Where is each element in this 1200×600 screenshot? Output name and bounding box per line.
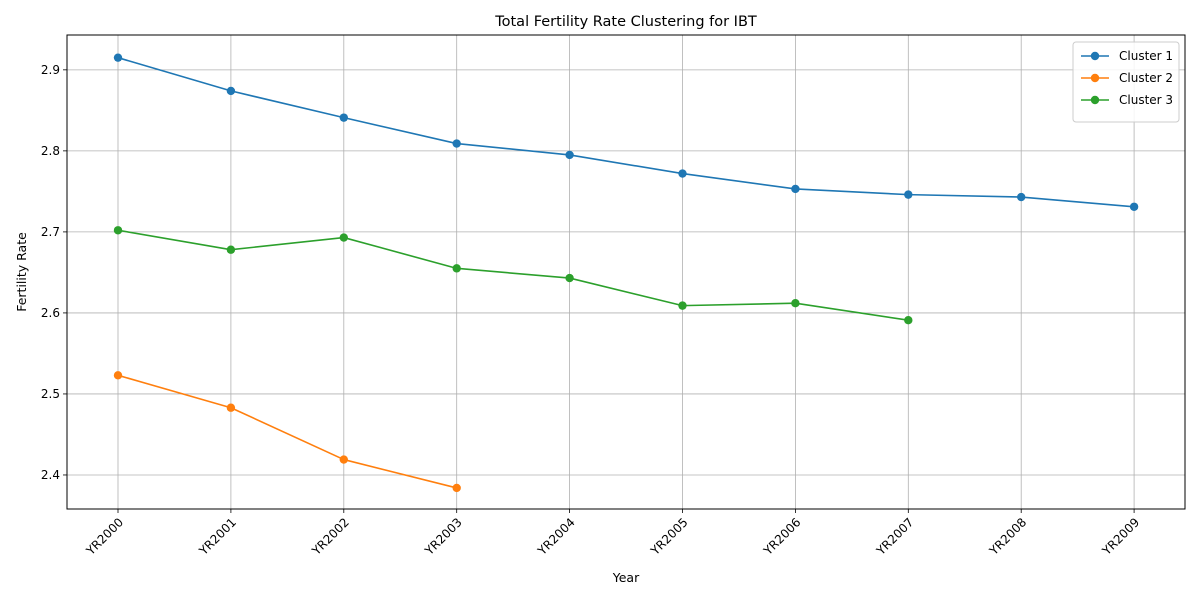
plot-frame xyxy=(66,34,1186,510)
legend-swatch-marker xyxy=(1090,95,1100,105)
x-tick-label: YR2003 xyxy=(422,515,465,558)
x-axis-title: Year xyxy=(612,570,640,585)
x-tick-label: YR2008 xyxy=(986,515,1029,558)
chart-title: Total Fertility Rate Clustering for IBT xyxy=(494,14,757,30)
data-point xyxy=(226,245,236,254)
x-axis: YR2000 YR2001 YR2002 YR2003 YR2004 YR2005 YR20… xyxy=(83,509,1142,559)
x-tick-label: YR2005 xyxy=(647,515,690,558)
series-line xyxy=(117,374,457,489)
legend-item: Cluster 3 xyxy=(1081,93,1173,107)
y-axis-title: Fertility Rate xyxy=(14,232,29,312)
legend-item: Cluster 2 xyxy=(1081,71,1173,85)
legend-label: Cluster 2 xyxy=(1119,71,1173,85)
x-tick-label: YR2006 xyxy=(760,515,803,558)
x-tick-label: YR2007 xyxy=(873,515,916,558)
series-1 xyxy=(113,53,1139,211)
legend-swatch-marker xyxy=(1090,73,1100,83)
y-tick-label: 2.7 xyxy=(41,225,60,239)
data-point xyxy=(791,298,800,308)
series-line xyxy=(117,229,909,322)
y-axis: 2.4 2.5 2.6 2.7 2.8 2.9 xyxy=(41,63,67,482)
x-tick-label: YR2000 xyxy=(83,515,126,558)
data-point xyxy=(678,169,687,178)
y-tick-label: 2.9 xyxy=(41,63,60,77)
data-point xyxy=(904,316,913,325)
x-tick-label: YR2004 xyxy=(534,515,577,558)
x-tick-label: YR2002 xyxy=(309,515,352,558)
data-point xyxy=(226,86,236,96)
y-tick-label: 2.5 xyxy=(41,387,60,401)
data-point xyxy=(565,273,574,283)
data-point xyxy=(1017,192,1026,202)
y-tick-label: 2.6 xyxy=(41,306,60,320)
legend-label: Cluster 1 xyxy=(1119,49,1173,63)
legend: Cluster 1 Cluster 2 Cluster 3 xyxy=(1072,41,1180,123)
grid-lines xyxy=(67,35,1185,509)
legend-swatch-marker xyxy=(1090,51,1100,61)
x-tick-label: YR2009 xyxy=(1099,515,1142,558)
legend-box xyxy=(1072,41,1180,123)
series-3 xyxy=(113,226,913,325)
series-line xyxy=(117,56,1135,208)
data-point xyxy=(226,403,236,412)
y-tick-label: 2.4 xyxy=(41,468,60,482)
data-point xyxy=(452,483,461,493)
data-point xyxy=(113,371,123,380)
x-tick-label: YR2001 xyxy=(196,515,239,558)
data-point xyxy=(678,301,687,310)
data-point xyxy=(1129,202,1139,211)
data-point xyxy=(904,190,913,199)
data-point xyxy=(791,184,800,194)
data-point xyxy=(339,233,348,242)
data-point xyxy=(452,264,461,273)
data-point xyxy=(339,455,348,464)
data-point xyxy=(113,226,123,235)
data-point xyxy=(113,53,123,62)
series-2 xyxy=(113,371,461,493)
legend-item: Cluster 1 xyxy=(1081,49,1173,63)
data-point xyxy=(565,150,574,160)
legend-label: Cluster 3 xyxy=(1119,93,1173,107)
data-point xyxy=(339,113,348,122)
series-layer xyxy=(113,53,1139,493)
data-point xyxy=(452,139,461,148)
y-tick-label: 2.8 xyxy=(41,144,60,158)
